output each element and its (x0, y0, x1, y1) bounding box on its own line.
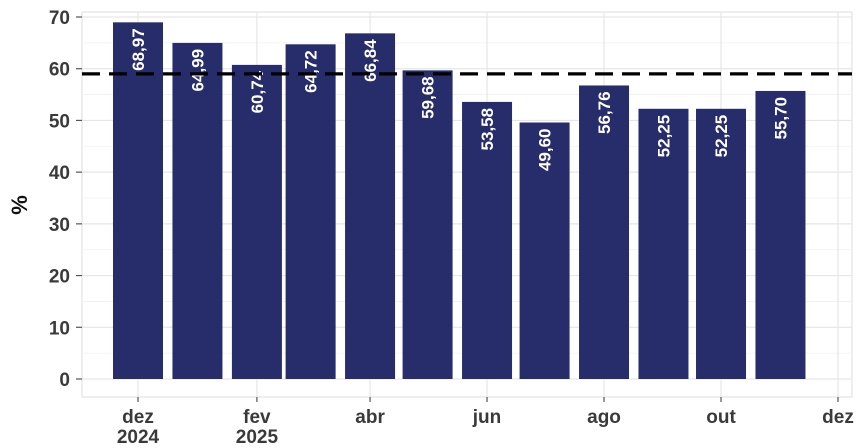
x-tick-label: dez (122, 407, 154, 428)
bar-value-label: 66,84 (361, 39, 380, 82)
y-tick-label: 40 (49, 163, 70, 184)
bar-value-label: 52,25 (712, 115, 731, 158)
bar (231, 64, 282, 380)
bar-value-label: 68,97 (129, 28, 148, 71)
bar (402, 70, 453, 379)
bar (579, 85, 630, 379)
y-axis-label: % (7, 195, 32, 215)
bar-value-label: 49,60 (536, 128, 555, 171)
bar (285, 44, 336, 379)
x-tick-label: ago (587, 407, 621, 428)
y-tick-label: 0 (59, 370, 70, 391)
bar-value-label: 55,70 (771, 97, 790, 140)
bar (638, 108, 689, 380)
x-tick-label: fev (243, 407, 271, 428)
bar (113, 22, 163, 380)
y-tick-label: 30 (49, 215, 70, 236)
bar-value-label: 52,25 (654, 115, 673, 158)
bar (172, 42, 223, 380)
bar (755, 90, 806, 380)
bar-value-label: 53,58 (478, 108, 497, 151)
x-tick-label: 2024 (117, 427, 160, 448)
x-tick-label: 2025 (236, 427, 279, 448)
y-tick-label: 20 (49, 267, 70, 288)
y-tick-label: 60 (49, 60, 70, 81)
bar (696, 108, 747, 380)
bar (345, 33, 396, 380)
y-tick-label: 10 (49, 318, 70, 339)
x-tick-label: out (706, 407, 736, 428)
bar-value-label: 59,68 (419, 76, 438, 119)
x-tick-label: abr (355, 407, 385, 428)
y-axis-ticks: 0 10 20 30 40 50 60 70 (49, 8, 82, 391)
bar-value-label: 64,99 (188, 49, 207, 92)
y-tick-label: 50 (49, 111, 70, 132)
x-tick-label: jun (472, 407, 502, 428)
bar (519, 122, 570, 380)
bars-group: 68,97 64,99 60,74 64,72 66,84 59,68 53,58 49,60… (113, 22, 806, 380)
bar (462, 101, 513, 379)
bar-value-label: 56,76 (595, 91, 614, 134)
bar-value-label: 60,74 (248, 70, 267, 113)
x-tick-label: dez (822, 407, 854, 428)
bar-value-label: 64,72 (302, 50, 321, 93)
y-tick-label: 70 (49, 8, 70, 29)
